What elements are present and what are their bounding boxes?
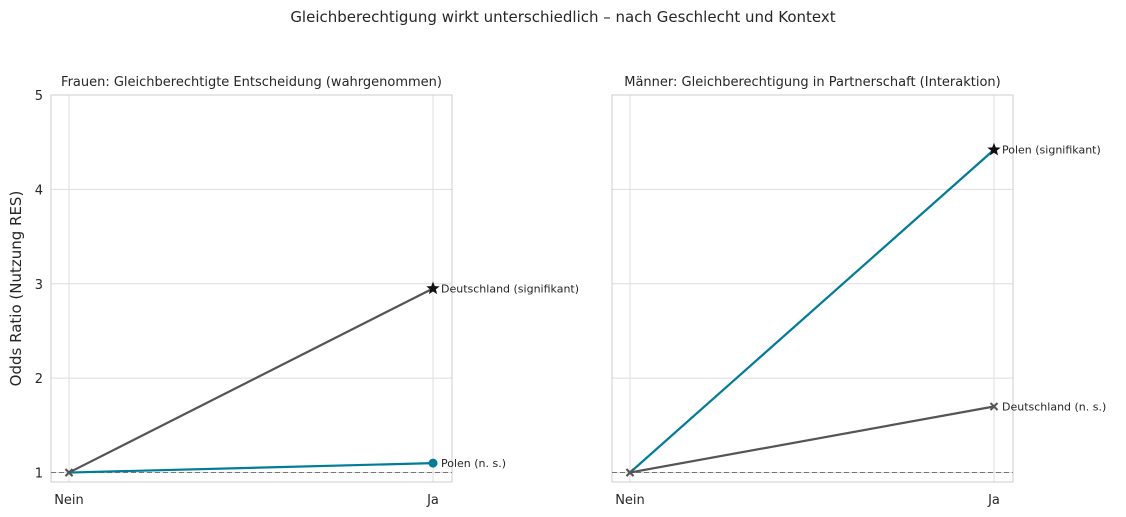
start-point-marker bbox=[625, 468, 635, 477]
start-point-marker bbox=[64, 468, 74, 477]
y-tick-label: 3 bbox=[35, 278, 43, 293]
point-annotation: Deutschland (signifikant) bbox=[441, 283, 579, 296]
plot-frame bbox=[611, 94, 1014, 483]
point-annotation: Deutschland (n. s.) bbox=[1002, 400, 1106, 413]
chart-panel-women: 1 2 3 4 5 Nein Ja Frauen: Gleichberechtigte Ent… bbox=[7, 75, 579, 508]
series-line bbox=[629, 148, 995, 474]
x-tick-label: Nein bbox=[54, 493, 84, 508]
y-tick-label: 1 bbox=[35, 467, 43, 482]
plot-frame bbox=[50, 94, 453, 483]
figure-title: Gleichberechtigung wirkt unterschiedlich… bbox=[290, 8, 835, 26]
y-tick-label: 5 bbox=[35, 89, 43, 104]
end-point-marker bbox=[428, 458, 438, 468]
end-point-marker bbox=[989, 402, 999, 411]
series-line bbox=[68, 287, 434, 474]
point-annotation: Polen (signifikant) bbox=[1002, 144, 1101, 157]
x-tick-label: Nein bbox=[615, 493, 645, 508]
panel-title: Frauen: Gleichberechtigte Entscheidung (… bbox=[61, 75, 442, 90]
y-tick-label: 4 bbox=[35, 183, 43, 198]
x-tick-label: Ja bbox=[426, 493, 439, 508]
chart-panel-men: Nein Ja Männer: Gleichberechtigung in Part… bbox=[611, 75, 1106, 508]
y-tick-label: 2 bbox=[35, 372, 43, 387]
panel-title: Männer: Gleichberechtigung in Partnersch… bbox=[624, 75, 1000, 90]
series-line bbox=[629, 405, 995, 474]
point-annotation: Polen (n. s.) bbox=[441, 457, 506, 470]
end-point-marker bbox=[987, 142, 1001, 156]
series-line bbox=[68, 462, 434, 474]
end-point-marker bbox=[426, 281, 440, 295]
x-tick-label: Ja bbox=[987, 493, 1000, 508]
y-axis-label: Odds Ratio (Nutzung RES) bbox=[7, 191, 25, 387]
